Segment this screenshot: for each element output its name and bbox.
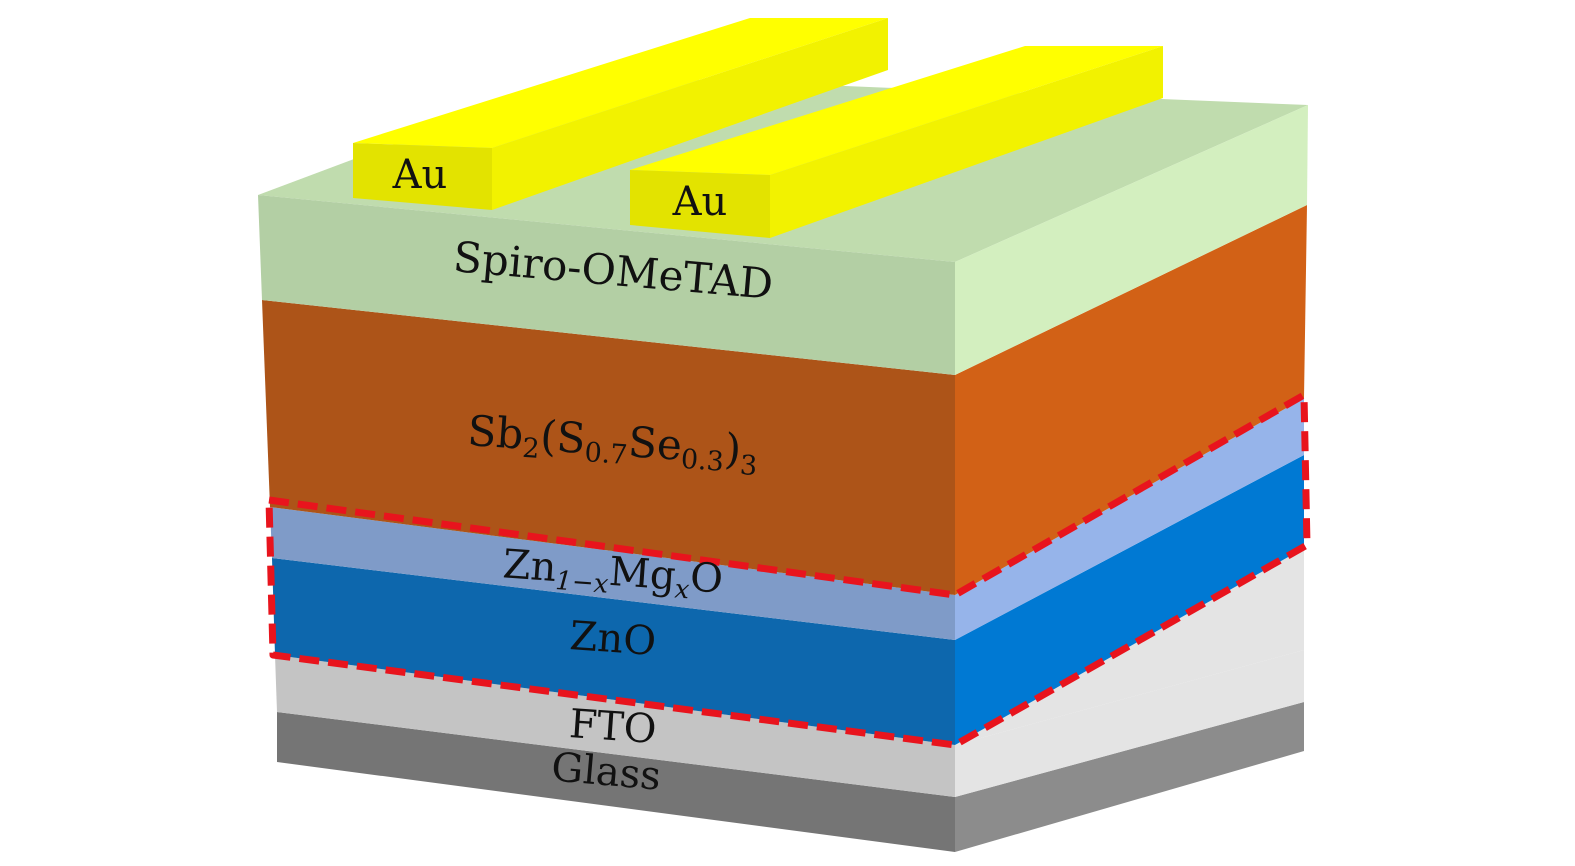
znmgo-front-face — [270, 507, 955, 640]
glass-label: Glass — [550, 744, 663, 799]
htl-side-face — [955, 105, 1308, 375]
fto-label: FTO — [568, 701, 658, 753]
absorber-layer — [262, 205, 1307, 595]
au-right-top-face — [630, 46, 1163, 175]
glass-side-face — [955, 702, 1304, 852]
au-left-side-face — [492, 18, 888, 210]
zno-layer — [272, 455, 1304, 745]
htl-front-face — [258, 195, 955, 375]
au-electrode-right — [630, 46, 1163, 238]
absorber-label: Sb2(S0.7Se0.3)3 — [466, 406, 760, 482]
au-electrode-left — [353, 18, 888, 210]
au-right-front-face — [630, 170, 770, 238]
au-left-label: Au — [392, 152, 448, 198]
znmgo-layer — [270, 398, 1304, 640]
au-left-top-face — [353, 18, 888, 148]
glass-front-face — [277, 712, 955, 852]
absorber-side-face — [955, 205, 1307, 595]
au-right-side-face — [770, 46, 1163, 238]
au-right-label: Au — [672, 179, 728, 225]
zno-front-face — [272, 558, 955, 745]
highlight-outline — [265, 391, 1311, 749]
znmgo-side-face — [955, 398, 1304, 640]
fto-side-face — [955, 650, 1304, 797]
zno-label: ZnO — [568, 613, 657, 665]
glass-layer — [277, 702, 1304, 852]
zno-side-face — [955, 455, 1304, 745]
au-left-front-face — [353, 143, 492, 210]
fto-front-face — [275, 655, 955, 797]
absorber-front-face — [262, 300, 955, 595]
znmgo-label: Zn1−xMgxO — [501, 541, 725, 607]
